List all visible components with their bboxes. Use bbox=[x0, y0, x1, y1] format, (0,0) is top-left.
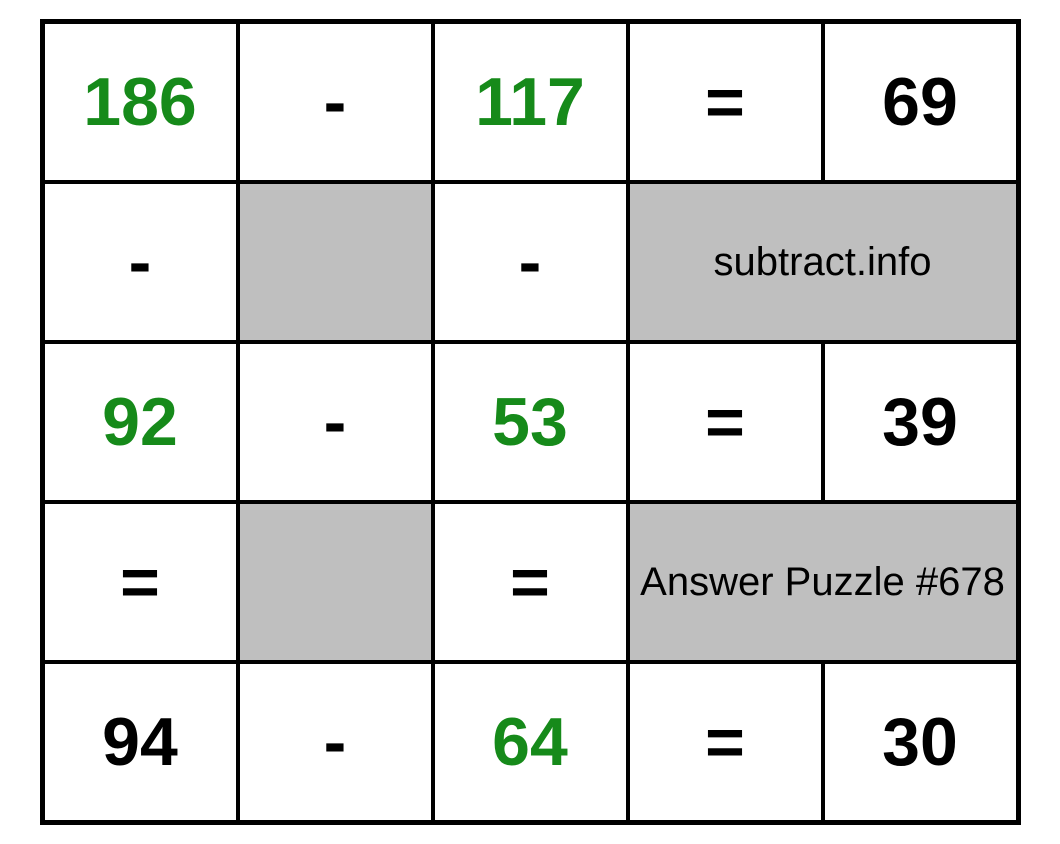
cell-r0c2: 117 bbox=[433, 22, 628, 182]
cell-r0c3-equals: = bbox=[628, 22, 823, 182]
cell-r4c4: 30 bbox=[823, 662, 1018, 822]
cell-r2c4: 39 bbox=[823, 342, 1018, 502]
cell-r3c0-equals: = bbox=[43, 502, 238, 662]
cell-r1c2-minus: - bbox=[433, 182, 628, 342]
cell-r2c1-minus: - bbox=[238, 342, 433, 502]
subtraction-puzzle-grid: 186 - 117 = 69 - - subtract.info 92 - 53… bbox=[40, 19, 1021, 825]
cell-r1-site-label: subtract.info bbox=[628, 182, 1018, 342]
cell-r4c3-equals: = bbox=[628, 662, 823, 822]
cell-r0c1-minus: - bbox=[238, 22, 433, 182]
cell-r0c0: 186 bbox=[43, 22, 238, 182]
cell-r4c2: 64 bbox=[433, 662, 628, 822]
cell-r1c1-blank bbox=[238, 182, 433, 342]
cell-r1c0-minus: - bbox=[43, 182, 238, 342]
cell-r2c3-equals: = bbox=[628, 342, 823, 502]
cell-r3-puzzle-id: Answer Puzzle #678 bbox=[628, 502, 1018, 662]
cell-r3c1-blank bbox=[238, 502, 433, 662]
cell-r4c0: 94 bbox=[43, 662, 238, 822]
cell-r4c1-minus: - bbox=[238, 662, 433, 822]
cell-r2c0: 92 bbox=[43, 342, 238, 502]
cell-r2c2: 53 bbox=[433, 342, 628, 502]
cell-r3c2-equals: = bbox=[433, 502, 628, 662]
cell-r0c4: 69 bbox=[823, 22, 1018, 182]
